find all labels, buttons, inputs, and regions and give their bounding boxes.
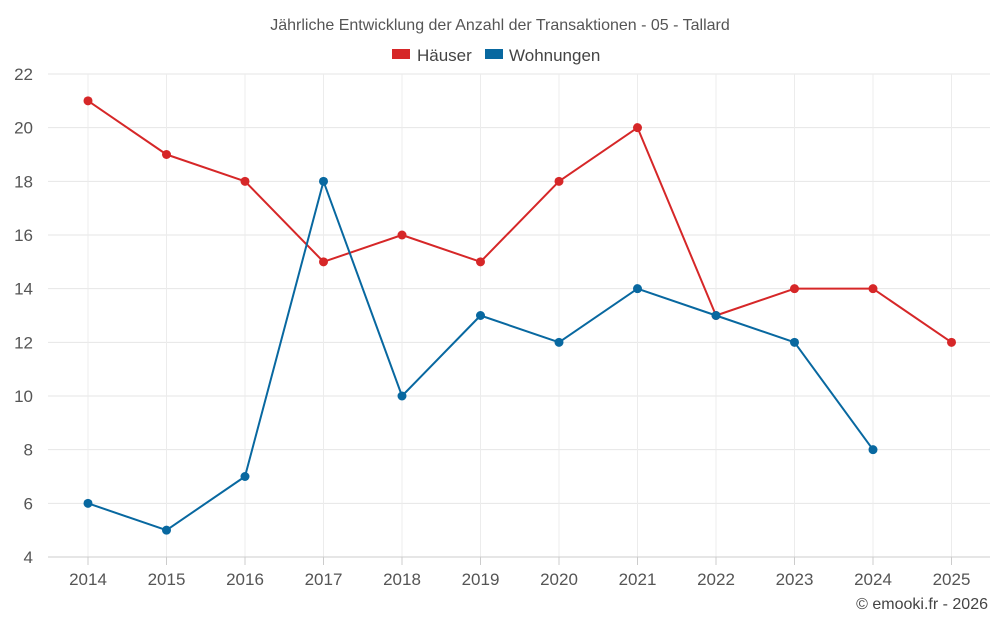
y-tick-label: 4 xyxy=(24,548,33,567)
x-tick-label: 2020 xyxy=(540,570,578,589)
x-tick-label: 2021 xyxy=(619,570,657,589)
data-point-wohnungen[interactable] xyxy=(790,337,799,347)
data-point-wohnungen[interactable] xyxy=(162,525,171,535)
legend-label-haeuser: Häuser xyxy=(417,46,472,65)
data-point-haeuser[interactable] xyxy=(397,230,407,240)
x-tick-label: 2017 xyxy=(305,570,343,589)
data-point-haeuser[interactable] xyxy=(83,96,93,106)
x-tick-label: 2022 xyxy=(697,570,735,589)
y-tick-label: 22 xyxy=(14,65,33,84)
y-tick-label: 14 xyxy=(14,280,33,299)
series-layer xyxy=(83,96,956,535)
x-tick-label: 2018 xyxy=(383,570,421,589)
data-point-wohnungen[interactable] xyxy=(476,311,485,320)
data-point-haeuser[interactable] xyxy=(162,150,171,159)
data-point-haeuser[interactable] xyxy=(476,257,485,267)
y-tick-label: 12 xyxy=(14,333,33,352)
data-point-haeuser[interactable] xyxy=(947,337,956,347)
credit-text: © emooki.fr - 2026 xyxy=(856,596,988,613)
data-point-wohnungen[interactable] xyxy=(868,445,878,455)
legend-swatch-wohnungen xyxy=(485,49,503,59)
data-point-wohnungen[interactable] xyxy=(83,498,93,508)
x-tick-label: 2023 xyxy=(776,570,814,589)
data-point-haeuser[interactable] xyxy=(790,284,799,294)
y-tick-label: 10 xyxy=(14,387,33,406)
data-point-haeuser[interactable] xyxy=(554,176,564,186)
x-tick-label: 2014 xyxy=(69,570,107,589)
data-point-haeuser[interactable] xyxy=(633,123,642,133)
series-line-haeuser xyxy=(87,100,953,344)
y-tick-label: 20 xyxy=(14,119,33,138)
gridlines xyxy=(48,73,990,557)
x-axis: 2014 2015 2016 2017 2018 2019 2020 2021 2022 2023… xyxy=(48,556,990,589)
x-tick-label: 2016 xyxy=(226,570,264,589)
data-point-wohnungen[interactable] xyxy=(240,472,250,481)
y-tick-label: 16 xyxy=(14,226,33,245)
legend: Häuser Wohnungen xyxy=(392,46,600,65)
data-point-wohnungen[interactable] xyxy=(554,337,564,347)
y-axis: 4 6 8 10 12 14 16 18 20 22 xyxy=(14,65,33,567)
x-tick-label: 2024 xyxy=(854,570,892,589)
x-tick-label: 2015 xyxy=(148,570,186,589)
data-point-haeuser[interactable] xyxy=(319,257,328,267)
legend-label-wohnungen: Wohnungen xyxy=(509,46,600,65)
data-point-wohnungen[interactable] xyxy=(319,176,328,186)
data-point-wohnungen[interactable] xyxy=(711,311,721,320)
data-point-wohnungen[interactable] xyxy=(633,284,642,294)
legend-item-haeuser[interactable]: Häuser xyxy=(392,46,472,65)
chart-title: Jährliche Entwicklung der Anzahl der Tra… xyxy=(270,17,730,34)
legend-swatch-haeuser xyxy=(392,49,410,59)
y-tick-label: 8 xyxy=(24,441,33,460)
legend-item-wohnungen[interactable]: Wohnungen xyxy=(485,46,600,65)
y-tick-label: 6 xyxy=(24,494,33,513)
x-tick-label: 2019 xyxy=(462,570,500,589)
x-tick-label: 2025 xyxy=(933,570,971,589)
data-point-wohnungen[interactable] xyxy=(397,391,407,401)
data-point-haeuser[interactable] xyxy=(240,176,250,186)
y-tick-label: 18 xyxy=(14,172,33,191)
data-point-haeuser[interactable] xyxy=(868,284,878,294)
